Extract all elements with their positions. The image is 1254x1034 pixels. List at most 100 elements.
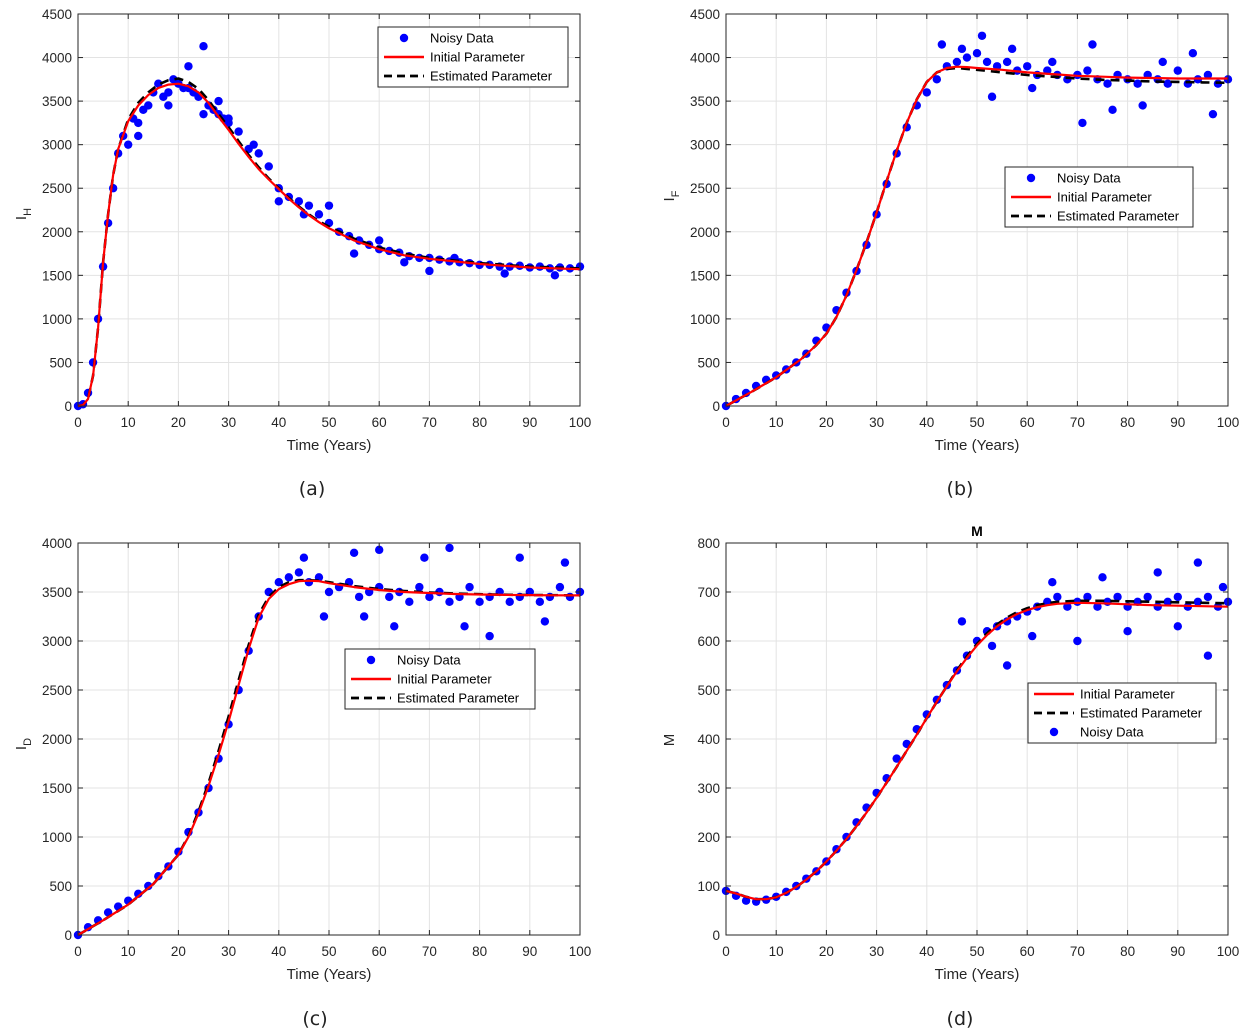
noisy-data-point	[565, 592, 575, 602]
y-axis-label: IF	[661, 190, 682, 201]
noisy-data-point	[550, 271, 560, 280]
noisy-data-point	[1143, 592, 1152, 602]
x-tick-label: 0	[722, 415, 730, 430]
x-tick-label: 10	[769, 944, 784, 959]
x-tick-label: 50	[969, 415, 984, 430]
noisy-data-point	[199, 109, 208, 119]
y-tick-label: 2000	[42, 732, 72, 747]
y-tick-label: 4500	[42, 7, 72, 22]
x-tick-label: 90	[1170, 944, 1185, 959]
noisy-data-point	[957, 44, 967, 54]
x-tick-label: 40	[919, 415, 934, 430]
x-tick-label: 0	[74, 415, 82, 430]
y-tick-label: 1000	[42, 830, 72, 845]
series-layer	[73, 543, 585, 940]
x-axis-label: Time (Years)	[287, 437, 372, 454]
x-tick-label: 20	[819, 944, 834, 959]
x-tick-label: 60	[372, 415, 387, 430]
noisy-data-point	[1078, 118, 1087, 128]
x-axis-label: Time (Years)	[935, 437, 1020, 454]
noisy-data-point	[1203, 651, 1213, 660]
noisy-data-point	[400, 258, 409, 267]
noisy-data-point	[987, 641, 997, 651]
x-tick-label: 40	[271, 415, 286, 430]
initial-parameter-line	[77, 579, 581, 936]
legend-marker-noisy	[399, 33, 409, 43]
noisy-data-point	[144, 881, 153, 891]
noisy-data-point	[500, 269, 509, 278]
y-tick-label: 1500	[42, 268, 72, 283]
panel-caption: (d)	[947, 1008, 974, 1030]
legend-label: Initial Parameter	[430, 50, 525, 65]
noisy-data-point	[1218, 582, 1228, 592]
y-tick-label: 3500	[42, 585, 72, 600]
x-tick-label: 10	[121, 415, 136, 430]
noisy-data-point	[234, 127, 243, 136]
noisy-data-point	[1163, 597, 1172, 606]
noisy-data-point	[1173, 622, 1183, 631]
noisy-data-point	[1098, 573, 1107, 582]
x-tick-label: 40	[271, 944, 286, 959]
noisy-data-point	[1163, 79, 1172, 88]
noisy-data-point	[1063, 602, 1072, 611]
noisy-data-point	[349, 548, 359, 557]
y-tick-label: 2000	[42, 225, 72, 240]
x-tick-label: 100	[569, 944, 592, 959]
noisy-data-point	[475, 597, 484, 606]
noisy-data-point	[1022, 62, 1032, 71]
noisy-data-point	[977, 31, 987, 40]
noisy-data-point	[1002, 57, 1012, 67]
x-tick-label: 50	[969, 944, 984, 959]
noisy-data-point	[952, 57, 962, 67]
noisy-data-point	[1002, 661, 1012, 670]
y-tick-label: 3000	[690, 138, 720, 153]
noisy-data-point	[515, 553, 524, 562]
legend-label: Noisy Data	[1080, 725, 1144, 740]
noisy-data-point	[324, 201, 334, 210]
noisy-data-point	[1153, 568, 1162, 577]
legend: Initial Parameter Estimated Parameter Nois…	[1027, 682, 1217, 744]
panel-d: 0 10 20 30 40 50 60 70 80 90 100 0 100 200 300 400 500 60…	[661, 523, 1239, 1030]
noisy-data-point	[460, 622, 469, 631]
y-tick-label: 4000	[42, 536, 72, 551]
y-tick-label: 2500	[42, 181, 72, 196]
noisy-data-point	[1138, 101, 1147, 110]
y-tick-label: 300	[697, 781, 720, 796]
noisy-data-point	[124, 140, 133, 149]
legend-label: Estimated Parameter	[1080, 706, 1203, 721]
x-tick-label: 70	[1070, 415, 1085, 430]
x-tick-label: 60	[1020, 415, 1035, 430]
noisy-data-point	[274, 578, 283, 587]
y-tick-label: 800	[697, 536, 720, 551]
noisy-data-point	[385, 592, 394, 602]
noisy-data-point	[294, 197, 304, 206]
x-axis-label: Time (Years)	[287, 966, 372, 983]
noisy-data-point	[1133, 79, 1142, 88]
x-tick-label: 20	[171, 944, 186, 959]
y-tick-label: 2500	[690, 181, 720, 196]
noisy-data-point	[555, 582, 565, 592]
initial-parameter-line	[725, 601, 1229, 901]
y-tick-label: 700	[697, 585, 720, 600]
legend-label: Noisy Data	[1057, 171, 1121, 186]
noisy-data-point	[540, 617, 550, 626]
noisy-data-point	[1193, 558, 1203, 567]
x-tick-label: 90	[1170, 415, 1185, 430]
noisy-data-point	[1053, 592, 1062, 602]
noisy-data-point	[957, 617, 967, 626]
noisy-data-point	[199, 42, 208, 51]
x-tick-label: 80	[472, 944, 487, 959]
noisy-data-point	[1188, 49, 1198, 58]
y-tick-label: 3500	[690, 94, 720, 109]
noisy-data-point	[922, 88, 931, 97]
noisy-data-point	[1208, 109, 1218, 119]
x-tick-label: 50	[321, 944, 336, 959]
panel-caption: (c)	[302, 1008, 327, 1030]
noisy-data-point	[1193, 597, 1203, 606]
x-tick-label: 0	[74, 944, 82, 959]
x-tick-label: 70	[422, 415, 437, 430]
legend-label: Initial Parameter	[397, 672, 492, 687]
noisy-data-point	[962, 53, 972, 62]
y-tick-label: 500	[697, 355, 720, 370]
x-tick-label: 20	[819, 415, 834, 430]
